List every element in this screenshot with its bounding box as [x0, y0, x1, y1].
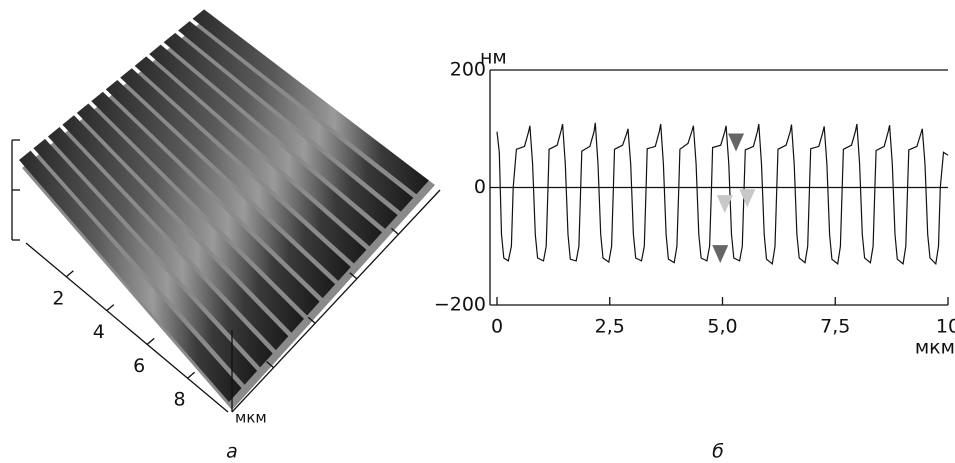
x-tick-label: 2,5: [595, 316, 625, 338]
y-tick-label: 200: [450, 59, 486, 81]
panel-label: б: [712, 441, 724, 463]
stripe: [120, 68, 351, 281]
panel-label: а: [226, 441, 238, 463]
x-unit: мкм: [235, 409, 267, 427]
stripe: [91, 91, 320, 316]
y-tick-3d: [266, 361, 275, 369]
x-tick-3d: [187, 371, 196, 379]
cursor-marker: [716, 195, 733, 214]
stripe: [62, 115, 289, 351]
x-axis-label: мкм: [915, 337, 955, 359]
x-tick-label: 0: [491, 316, 503, 338]
x-tick-label: 7,5: [820, 316, 850, 338]
x-tick-3d: [65, 270, 74, 278]
x-tick-label: 4: [93, 321, 105, 343]
cursor-marker: [728, 133, 745, 152]
stripe: [76, 103, 304, 333]
x-tick-label: 2: [52, 287, 64, 309]
x-tick-label: 10: [936, 316, 955, 338]
stripe: [178, 21, 414, 212]
stripe: [163, 32, 398, 229]
y-tick-label: −200: [434, 294, 486, 316]
profile-line: [496, 122, 949, 266]
y-tick-label: 0: [474, 176, 486, 198]
x-tick-label: 5,0: [707, 316, 737, 338]
stripe: [33, 138, 258, 385]
cursor-marker: [739, 189, 756, 208]
x-tick-label: 8: [174, 389, 186, 411]
afm-3d-image: мкм а 2 4 6 8: [11, 9, 441, 463]
x-tick-label: 6: [133, 355, 145, 377]
x-axis-3d: [25, 242, 229, 413]
y-axis-3d: [231, 189, 441, 413]
stripe: [149, 44, 383, 247]
cursor-marker: [712, 245, 729, 264]
y-axis-label: нм: [480, 47, 507, 69]
stripe: [134, 56, 367, 264]
x-tick-3d: [146, 337, 155, 345]
stripe: [192, 9, 429, 195]
stripe: [105, 79, 336, 299]
x-tick-3d: [106, 304, 115, 312]
stripe: [19, 150, 242, 402]
y-tick-3d: [390, 227, 399, 235]
y-tick-3d: [349, 272, 358, 280]
stripe: [47, 127, 273, 368]
y-tick-3d: [307, 316, 316, 324]
